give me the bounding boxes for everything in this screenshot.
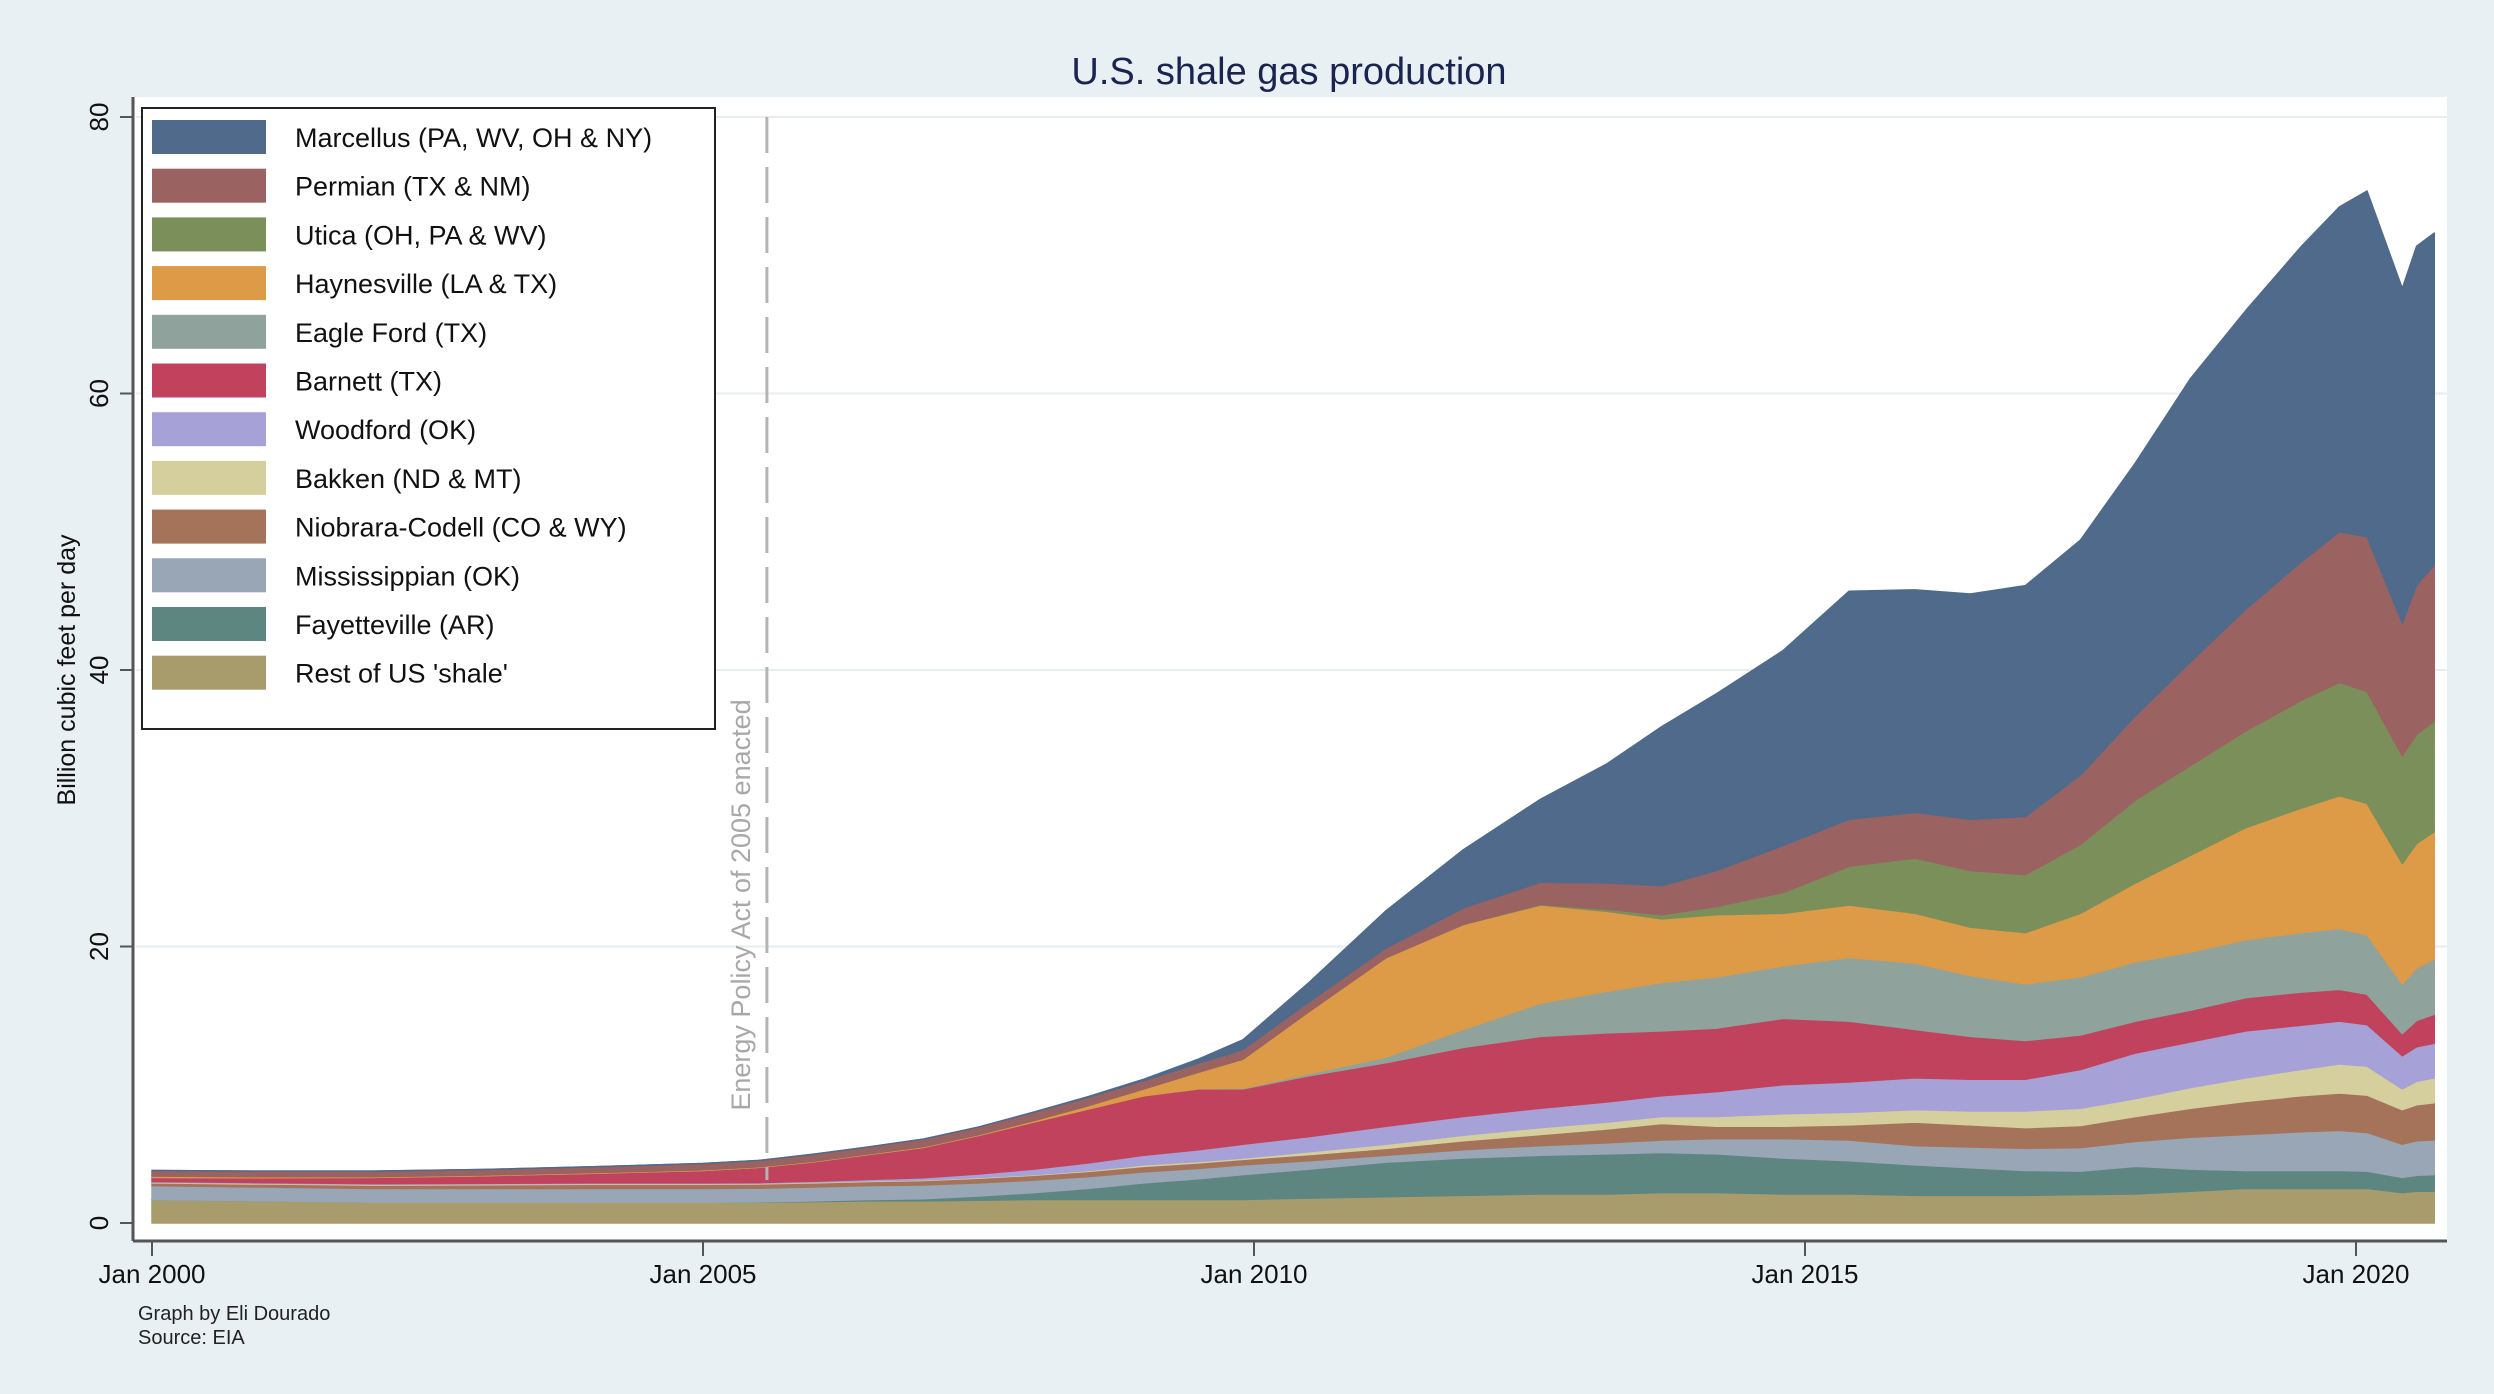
x-tick-label: Jan 2005 xyxy=(650,1259,757,1289)
y-tick-label: 40 xyxy=(84,656,114,685)
legend-label-mississippian-ok: Mississippian (OK) xyxy=(295,561,520,591)
x-tick-label: Jan 2015 xyxy=(1752,1259,1859,1289)
x-tick-label: Jan 2000 xyxy=(99,1259,206,1289)
legend-swatch-permian-tx-nm xyxy=(152,168,266,203)
legend-label-rest-of-us-shale: Rest of US 'shale' xyxy=(295,659,508,689)
legend-swatch-fayetteville-ar xyxy=(152,607,266,641)
stacked-areas xyxy=(151,190,2435,1224)
y-tick-label: 80 xyxy=(84,103,114,132)
legend-swatch-eagle-ford-tx xyxy=(152,314,266,349)
chart-title: U.S. shale gas production xyxy=(1071,51,1506,93)
x-axis-ticks: Jan 2000 Jan 2005 Jan 2010 Jan 2015 Jan 2020 xyxy=(99,1241,2410,1289)
legend: Marcellus (PA, WV, OH & NY) Permian (TX &… xyxy=(141,107,716,730)
legend-label-haynesville-la-tx: Haynesville (LA & TX) xyxy=(295,269,557,299)
y-tick-label: 20 xyxy=(84,932,114,961)
y-axis-ticks: 0 20 40 60 80 xyxy=(84,103,133,1230)
legend-label-eagle-ford-tx: Eagle Ford (TX) xyxy=(295,318,487,348)
legend-swatch-bakken-nd-mt xyxy=(152,460,266,495)
area-marcellus-pa-wv-oh-ny xyxy=(151,190,2435,1172)
y-tick-label: 60 xyxy=(84,379,114,408)
legend-label-utica-oh-pa-wv: Utica (OH, PA & WV) xyxy=(295,220,547,250)
legend-swatch-rest-of-us-shale xyxy=(152,655,266,690)
legend-swatch-mississippian-ok xyxy=(152,558,266,593)
legend-label-marcellus-pa-wv-oh-ny: Marcellus (PA, WV, OH & NY) xyxy=(295,123,652,153)
legend-swatch-haynesville-la-tx xyxy=(152,266,266,301)
legend-label-bakken-nd-mt: Bakken (ND & MT) xyxy=(295,464,522,494)
legend-swatch-barnett-tx xyxy=(152,363,266,398)
legend-swatch-woodford-ok xyxy=(152,412,266,447)
legend-label-permian-tx-nm: Permian (TX & NM) xyxy=(295,172,531,202)
legend-label-niobrara-codell-co-wy: Niobrara-Codell (CO & WY) xyxy=(295,513,627,543)
legend-swatch-utica-oh-pa-wv xyxy=(152,217,266,252)
x-tick-label: Jan 2010 xyxy=(1201,1259,1308,1289)
legend-label-barnett-tx: Barnett (TX) xyxy=(295,367,442,397)
note-author: Graph by Eli Dourado xyxy=(138,1303,330,1325)
note-source: Source: EIA xyxy=(138,1327,245,1349)
legend-swatch-marcellus-pa-wv-oh-ny xyxy=(152,120,266,154)
legend-label-woodford-ok: Woodford (OK) xyxy=(295,415,476,445)
y-axis-title: Billion cubic feet per day xyxy=(53,534,81,805)
y-tick-label: 0 xyxy=(84,1216,114,1230)
x-tick-label: Jan 2020 xyxy=(2303,1259,2410,1289)
legend-swatch-niobrara-codell-co-wy xyxy=(152,509,266,544)
annotation-label: Energy Policy Act of 2005 enacted xyxy=(726,699,756,1110)
legend-label-fayetteville-ar: Fayetteville (AR) xyxy=(295,610,495,640)
